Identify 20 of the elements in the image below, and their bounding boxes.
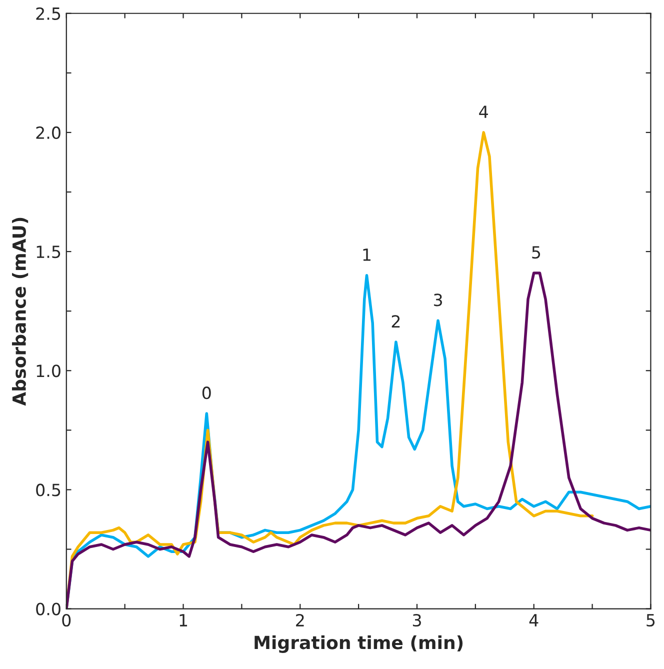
- y-tick-label: 2.5: [36, 7, 60, 20]
- x-tick-label: 1: [180, 614, 188, 626]
- annotation: 4: [479, 106, 488, 118]
- annotation: 3: [434, 294, 442, 306]
- x-axis-title: Migration time (min): [254, 635, 463, 653]
- y-axis-title: Absorbance (mAU): [12, 218, 28, 406]
- x-tick-label: 5: [646, 614, 655, 627]
- annotation: 0: [202, 386, 211, 400]
- annotation: 5: [532, 246, 540, 259]
- x-tick-label: 0: [62, 614, 71, 627]
- annotation: 2: [392, 315, 400, 328]
- annotation: 1: [363, 248, 371, 261]
- y-tick-label: 2.0: [36, 126, 60, 140]
- x-tick-label: 2: [296, 614, 304, 626]
- y-tick-label: 1.0: [36, 364, 60, 378]
- y-tick-label: 1.5: [36, 246, 60, 258]
- y-tick-label: 0.0: [36, 602, 60, 616]
- x-tick-label: 3: [412, 614, 421, 627]
- x-tick-label: 4: [529, 614, 538, 626]
- y-tick-label: 0.5: [36, 484, 60, 496]
